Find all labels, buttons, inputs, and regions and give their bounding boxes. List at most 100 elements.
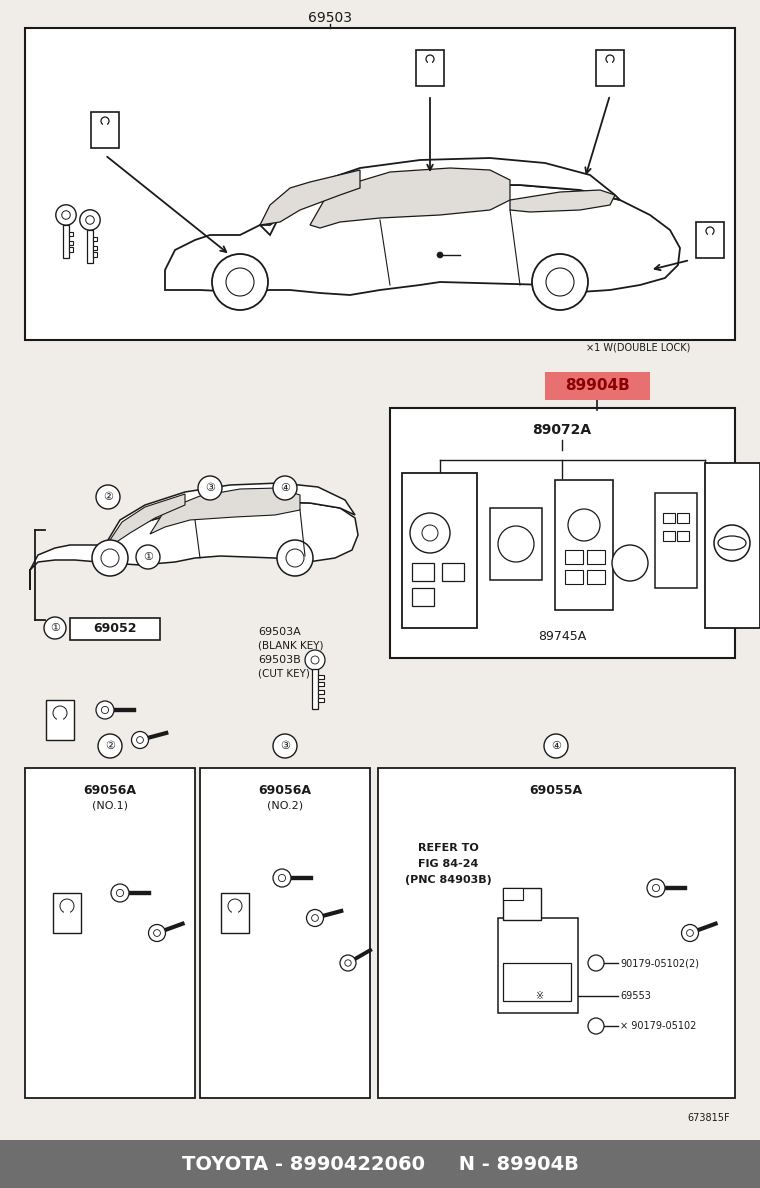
Circle shape: [568, 508, 600, 541]
Circle shape: [612, 545, 648, 581]
Circle shape: [131, 732, 148, 748]
Circle shape: [340, 955, 356, 971]
Text: ④: ④: [280, 484, 290, 493]
Bar: [596, 50, 624, 86]
Bar: [93, 252, 97, 257]
Text: 69503: 69503: [308, 11, 352, 25]
Text: (NO.2): (NO.2): [267, 801, 303, 811]
Circle shape: [647, 879, 665, 897]
Bar: [677, 531, 689, 541]
Bar: [64, 906, 70, 918]
Circle shape: [498, 526, 534, 562]
Text: (PNC 84903B): (PNC 84903B): [404, 876, 492, 885]
Text: ①: ①: [50, 623, 60, 633]
Circle shape: [306, 910, 324, 927]
Bar: [587, 570, 605, 584]
Text: 89745A: 89745A: [538, 630, 586, 643]
Text: 90179-05102(2): 90179-05102(2): [620, 958, 699, 968]
Bar: [318, 699, 324, 702]
Bar: [545, 372, 650, 400]
Bar: [402, 473, 477, 628]
Circle shape: [277, 541, 313, 576]
Circle shape: [311, 656, 319, 664]
Bar: [565, 570, 583, 584]
Bar: [555, 480, 613, 609]
Text: ③: ③: [280, 741, 290, 751]
Circle shape: [714, 525, 750, 561]
Circle shape: [278, 874, 286, 881]
Bar: [70, 618, 160, 640]
Polygon shape: [30, 503, 358, 590]
Text: 69055A: 69055A: [530, 784, 583, 796]
Bar: [705, 463, 760, 628]
Circle shape: [212, 254, 268, 310]
Circle shape: [273, 868, 291, 887]
Bar: [663, 513, 675, 523]
Circle shape: [53, 706, 67, 720]
Bar: [708, 230, 712, 238]
Circle shape: [116, 890, 124, 897]
Bar: [312, 669, 318, 709]
Circle shape: [706, 227, 714, 235]
Text: (NO.1): (NO.1): [92, 801, 128, 811]
Circle shape: [55, 204, 76, 226]
Bar: [318, 675, 324, 680]
Circle shape: [96, 701, 114, 719]
Circle shape: [410, 513, 450, 552]
Circle shape: [588, 955, 604, 971]
Bar: [93, 246, 97, 249]
Circle shape: [226, 268, 254, 296]
Bar: [655, 493, 697, 588]
Bar: [663, 531, 675, 541]
Bar: [91, 112, 119, 148]
Polygon shape: [165, 185, 680, 295]
Circle shape: [198, 476, 222, 500]
Bar: [68, 240, 73, 245]
Circle shape: [154, 929, 160, 936]
Circle shape: [228, 899, 242, 914]
Bar: [416, 50, 444, 86]
Text: 89072A: 89072A: [533, 423, 591, 437]
Bar: [25, 767, 195, 1098]
Bar: [412, 563, 434, 581]
Bar: [221, 893, 249, 933]
Circle shape: [273, 734, 297, 758]
Text: (BLANK KEY): (BLANK KEY): [258, 640, 324, 650]
Text: ※: ※: [535, 991, 543, 1001]
Bar: [412, 588, 434, 606]
Circle shape: [606, 55, 614, 63]
Text: 673815F: 673815F: [687, 1113, 730, 1123]
Polygon shape: [105, 484, 355, 545]
Bar: [68, 232, 73, 236]
Circle shape: [312, 915, 318, 922]
Bar: [93, 236, 97, 241]
Bar: [608, 59, 612, 67]
Text: ①: ①: [143, 552, 153, 562]
Text: 69056A: 69056A: [84, 784, 137, 796]
Text: 89904B: 89904B: [565, 379, 629, 393]
Circle shape: [44, 617, 66, 639]
Bar: [25, 29, 735, 340]
Bar: [696, 222, 724, 258]
Bar: [587, 550, 605, 564]
Bar: [68, 247, 73, 252]
Polygon shape: [108, 494, 185, 543]
Bar: [46, 700, 74, 740]
Circle shape: [96, 485, 120, 508]
Circle shape: [652, 884, 660, 892]
Bar: [63, 226, 68, 258]
Circle shape: [588, 1018, 604, 1034]
Bar: [103, 121, 107, 128]
Polygon shape: [150, 488, 300, 533]
Bar: [428, 59, 432, 67]
Text: ④: ④: [551, 741, 561, 751]
Circle shape: [437, 252, 443, 258]
Circle shape: [98, 734, 122, 758]
Polygon shape: [260, 170, 360, 225]
Text: ③: ③: [205, 484, 215, 493]
Circle shape: [305, 650, 325, 670]
Circle shape: [80, 210, 100, 230]
Text: 69052: 69052: [93, 623, 137, 636]
Circle shape: [682, 924, 698, 942]
Circle shape: [137, 737, 144, 744]
